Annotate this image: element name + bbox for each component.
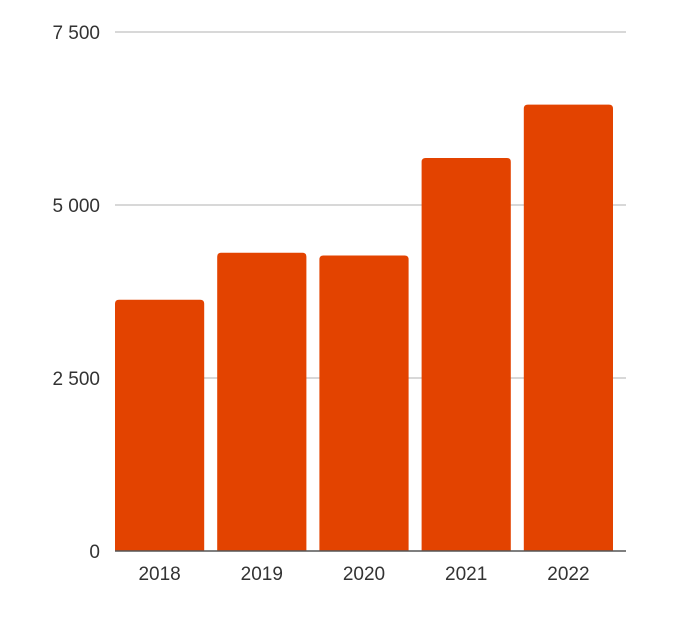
x-tick-label: 2022 xyxy=(547,564,589,585)
x-tick-label: 2021 xyxy=(445,564,487,585)
y-tick-label: 5 000 xyxy=(52,196,100,217)
y-tick-label: 7 500 xyxy=(52,23,100,44)
bars xyxy=(115,104,613,552)
y-tick-labels: 0 2 500 5 000 7 500 xyxy=(52,23,100,563)
bar-2019 xyxy=(217,252,307,552)
bar-2021 xyxy=(421,157,511,551)
bar-2018 xyxy=(115,299,205,551)
x-tick-labels: 2018 2019 2020 2021 2022 xyxy=(138,564,589,585)
bar-2022 xyxy=(523,104,613,551)
x-tick-label: 2020 xyxy=(343,564,385,585)
x-tick-label: 2018 xyxy=(138,564,180,585)
y-tick-label: 2 500 xyxy=(52,369,100,390)
bar-2020 xyxy=(319,255,409,552)
y-tick-label: 0 xyxy=(89,542,100,563)
x-tick-label: 2019 xyxy=(241,564,283,585)
